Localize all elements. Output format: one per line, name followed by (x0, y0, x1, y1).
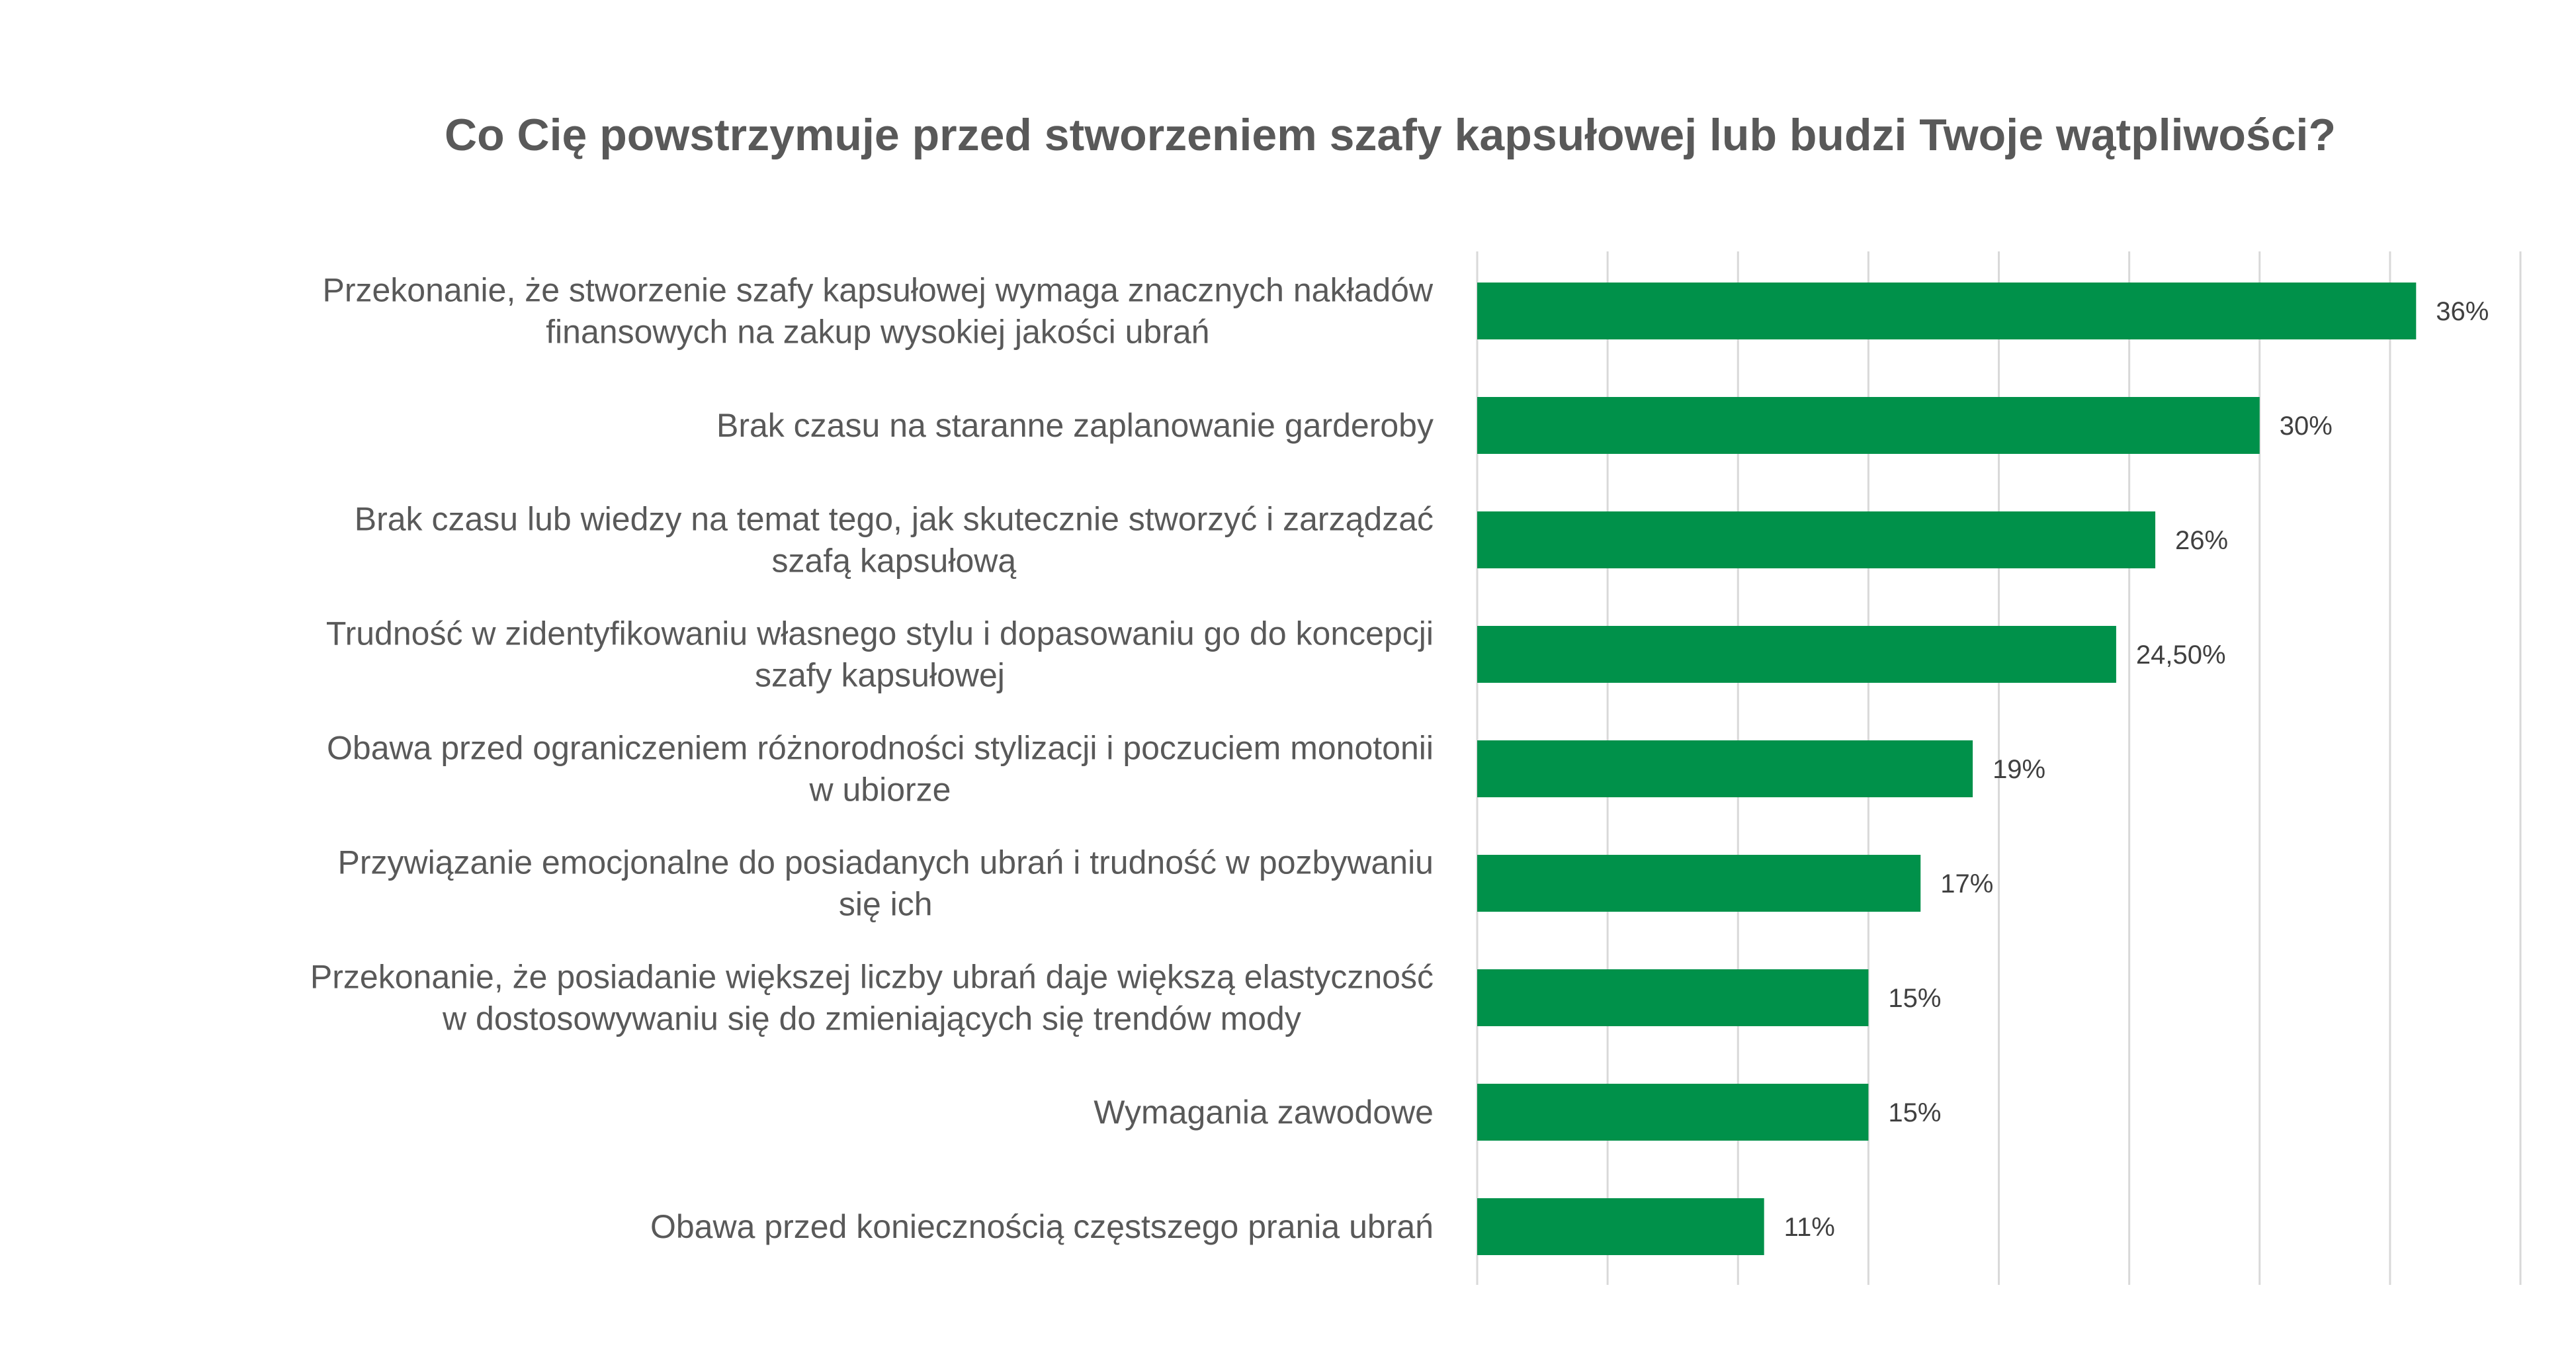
bar (1477, 969, 1869, 1026)
chart-title: Co Cię powstrzymuje przed stworzeniem sz… (445, 110, 2336, 160)
category-label: Obawa przed koniecznością częstszego pra… (650, 1208, 1434, 1245)
category-label: Obawa przed ograniczeniem różnorodności … (327, 730, 1434, 809)
category-label-line: szafą kapsułową (772, 543, 1017, 580)
data-label: 26% (2175, 526, 2228, 555)
bar (1477, 1084, 1869, 1141)
category-label-line: Trudność w zidentyfikowaniu własnego sty… (326, 615, 1434, 652)
category-label-line: Przywiązanie emocjonalne do posiadanych … (337, 844, 1434, 881)
category-label-line: Przekonanie, że posiadanie większej licz… (310, 959, 1434, 996)
category-label-line: Wymagania zawodowe (1094, 1094, 1434, 1131)
data-label: 15% (1888, 1098, 1941, 1127)
category-label: Brak czasu na staranne zaplanowanie gard… (716, 407, 1434, 444)
category-label: Przekonanie, że stworzenie szafy kapsuło… (322, 272, 1434, 351)
bar (1477, 740, 1973, 797)
bar (1477, 283, 2417, 339)
bar (1477, 511, 2156, 568)
data-label: 15% (1888, 984, 1941, 1013)
bar (1477, 1198, 1764, 1255)
category-label-line: Brak czasu na staranne zaplanowanie gard… (716, 407, 1434, 444)
data-label: 17% (1940, 869, 1993, 898)
data-label: 30% (2280, 412, 2333, 441)
category-label-line: szafy kapsułowej (755, 657, 1005, 694)
data-label: 24,50% (2136, 640, 2226, 670)
category-label: Brak czasu lub wiedzy na temat tego, jak… (355, 501, 1434, 580)
data-label: 11% (1784, 1213, 1835, 1242)
category-label-line: w ubiorze (809, 771, 951, 809)
data-label: 36% (2436, 297, 2489, 326)
category-label-line: Przekonanie, że stworzenie szafy kapsuło… (322, 272, 1434, 309)
category-label-line: Brak czasu lub wiedzy na temat tego, jak… (355, 501, 1434, 538)
data-label: 19% (1993, 755, 2045, 784)
category-label-line: w dostosowywaniu się do zmieniających si… (442, 1000, 1301, 1037)
category-label: Przywiązanie emocjonalne do posiadanych … (337, 844, 1434, 923)
category-label-line: Obawa przed koniecznością częstszego pra… (650, 1208, 1434, 1245)
category-label: Wymagania zawodowe (1094, 1094, 1434, 1131)
bar (1477, 626, 2116, 683)
category-label: Przekonanie, że posiadanie większej licz… (310, 959, 1434, 1037)
category-label-line: się ich (839, 886, 933, 923)
bar (1477, 855, 1921, 912)
bar (1477, 397, 2260, 454)
category-label: Trudność w zidentyfikowaniu własnego sty… (326, 615, 1434, 694)
category-label-line: finansowych na zakup wysokiej jakości ub… (546, 314, 1209, 351)
category-label-line: Obawa przed ograniczeniem różnorodności … (327, 730, 1434, 767)
